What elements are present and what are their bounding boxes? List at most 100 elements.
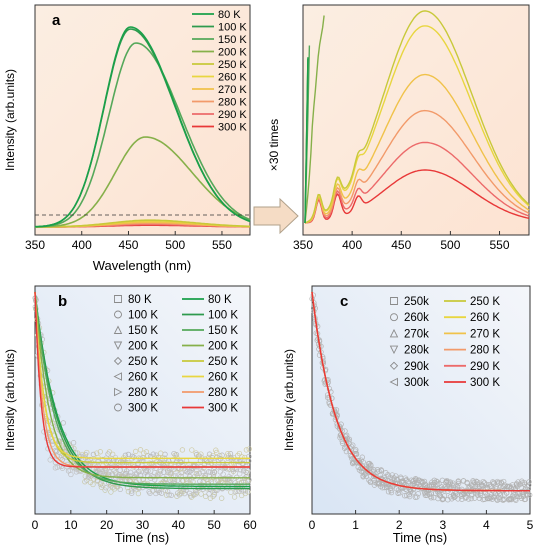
c-datapoint [508, 496, 514, 503]
inset-line-250K [304, 10, 530, 224]
b-datapoint [184, 478, 190, 484]
b-datapoint [143, 449, 150, 455]
c-datapoint [360, 474, 366, 480]
b-datapoint [228, 470, 234, 476]
panel-a-xlabel: Wavelength (nm) [93, 258, 192, 273]
c-datapoint [459, 496, 465, 502]
b-datapoint [109, 471, 116, 477]
c-datapoint [366, 463, 372, 470]
c-datapoint [462, 495, 469, 501]
b-datapoint [187, 493, 194, 499]
b-datapoint [243, 469, 249, 475]
c-legend-symbol-label: 290k [404, 361, 429, 373]
b-datapoint [129, 490, 135, 496]
c-datapoint [411, 478, 417, 484]
b-datapoint [125, 488, 132, 495]
b-datapoint [70, 440, 77, 446]
c-datapoint [515, 479, 521, 485]
inset-xtick-label: 400 [342, 238, 362, 252]
c-legend-line-label: 280 K [470, 345, 500, 357]
c-datapoint [468, 492, 475, 499]
c-datapoint [397, 490, 403, 496]
c-datapoint [523, 491, 530, 498]
c-legend-line-label: 260 K [470, 312, 500, 324]
b-datapoint [174, 493, 180, 499]
b-datapoint [153, 490, 159, 497]
c-datapoint [382, 484, 388, 491]
c-datapoint [367, 469, 373, 476]
b-datapoint [128, 488, 135, 494]
b-datapoint [206, 451, 213, 457]
c-datapoint [352, 448, 358, 454]
b-fit-80K [34, 291, 250, 488]
panel-a-line-150K [35, 42, 251, 228]
b-datapoint [181, 465, 188, 471]
b-datapoint [232, 489, 239, 495]
panel-a-legend-label: 200 K [218, 47, 247, 59]
b-datapoint [124, 468, 130, 474]
b-datapoint [143, 468, 150, 474]
panel-c-fits [311, 291, 530, 492]
b-legend-symbol-label: 300 K [128, 403, 158, 415]
panel-a-line-200K [35, 136, 251, 228]
c-legend-symbol-label: 250k [404, 296, 429, 308]
b-datapoint [102, 487, 108, 493]
c-xtick-label: 1 [352, 518, 359, 532]
c-legend-symbol-label: 300k [404, 377, 429, 389]
b-datapoint [170, 480, 177, 486]
c-datapoint [496, 494, 502, 500]
b-legend-symbol [114, 387, 123, 397]
b-datapoint [141, 450, 147, 456]
c-xtick-label: 0 [309, 518, 316, 532]
b-datapoint [207, 469, 213, 475]
b-legend-symbol-label: 150 K [128, 325, 158, 337]
panel-a-legend-label: 280 K [218, 97, 247, 109]
panel-a-legend-label: 150 K [218, 34, 247, 46]
c-datapoint [487, 495, 493, 502]
b-legend-line-label: 280 K [208, 387, 238, 399]
b-datapoint [153, 458, 160, 465]
c-datapoint [320, 354, 326, 360]
panel-a-ylabel: Intensity (arb.units) [3, 69, 17, 171]
c-datapoint [440, 496, 446, 502]
b-datapoint [137, 447, 144, 453]
c-datapoint [355, 458, 361, 464]
b-legend-symbol-label: 280 K [128, 387, 158, 399]
c-datapoint [429, 479, 435, 485]
b-legend-line-label: 260 K [208, 372, 238, 384]
c-legend-symbol [390, 297, 398, 305]
c-datapoint [501, 496, 508, 502]
c-legend-symbol [389, 361, 399, 370]
inset-line-300K [304, 169, 530, 224]
b-datapoint [166, 492, 172, 498]
c-xtick-label: 5 [527, 518, 534, 532]
panel-a-line-250K [35, 219, 250, 228]
b-datapoint [97, 449, 103, 455]
b-xtick-label: 0 [32, 518, 39, 532]
c-datapoint [500, 497, 506, 503]
b-datapoint [147, 490, 153, 496]
c-datapoint [441, 493, 448, 499]
c-datapoint [507, 483, 513, 489]
c-datapoint [507, 495, 513, 502]
c-datapoint [414, 494, 420, 500]
panel-c: 0 1 2 3 4 5 c 250k 250 K 260k 260 K 270k 270 K 280k… [282, 285, 534, 545]
b-datapoint [213, 487, 219, 493]
b-datapoint [154, 473, 161, 479]
b-fit-100K [34, 291, 250, 490]
c-legend-line-label: 250 K [470, 296, 500, 308]
b-fit-260K [34, 291, 250, 459]
b-datapoint [118, 478, 124, 484]
c-datapoint [463, 494, 469, 500]
b-datapoint [158, 450, 164, 456]
c-legend-symbol-label: 260k [404, 312, 429, 324]
b-legend-line-label: 80 K [208, 294, 232, 306]
c-datapoint [388, 487, 394, 494]
b-datapoint [243, 447, 250, 453]
panel-c-xlabel: Time (ns) [393, 530, 447, 545]
inset-xtick-label: 350 [293, 238, 313, 252]
panel-a-legend-label: 100 K [218, 22, 247, 34]
inset-series [304, 10, 530, 224]
panel-a-legend-label: 270 K [218, 84, 247, 96]
